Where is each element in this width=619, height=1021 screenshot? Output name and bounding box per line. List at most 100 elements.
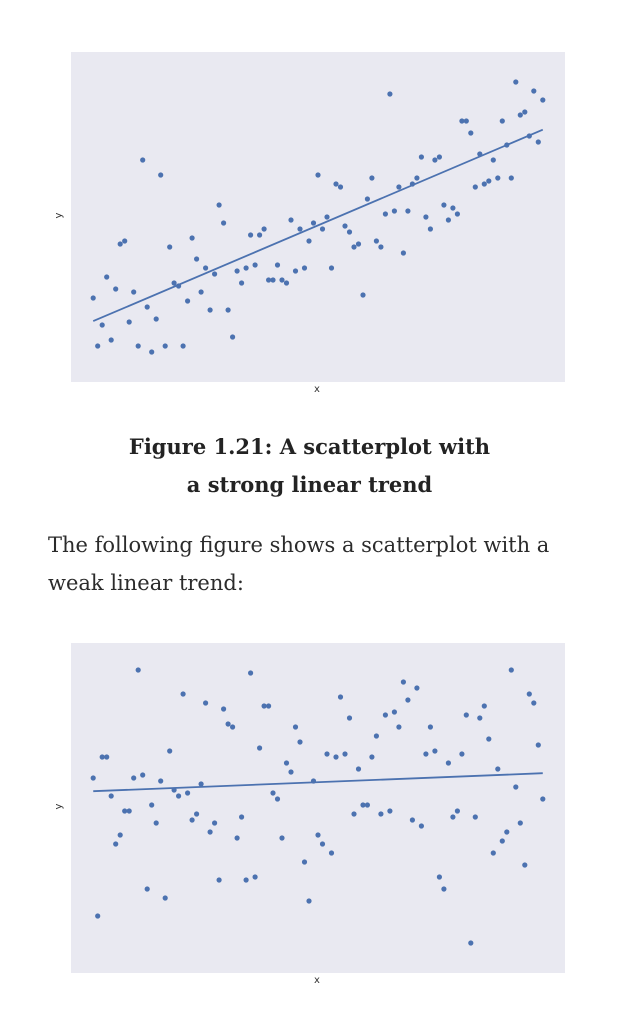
scatter-point — [459, 118, 465, 124]
scatter-point — [162, 343, 168, 349]
scatter-point — [490, 157, 496, 163]
scatter-point — [135, 343, 141, 349]
scatter-point — [283, 760, 290, 766]
data-points — [90, 79, 546, 355]
scatter-point — [90, 295, 96, 301]
scatter-point — [342, 751, 348, 757]
scatter-point — [126, 808, 132, 814]
scatter-point — [283, 280, 290, 286]
scatter-point — [495, 175, 501, 181]
scatter-point — [382, 211, 388, 217]
scatter-point — [409, 817, 415, 823]
scatter-point — [234, 835, 240, 841]
scatter-point — [297, 739, 303, 745]
scatter-point — [495, 766, 501, 772]
scatter-point — [207, 829, 213, 835]
scatter-point — [270, 790, 276, 796]
scatter-point — [351, 811, 357, 817]
scatter-point — [387, 808, 393, 814]
scatter-point — [189, 235, 195, 241]
scatter-point — [131, 289, 137, 295]
scatter-point — [369, 754, 375, 760]
scatter-point — [310, 220, 317, 226]
scatter-point — [508, 175, 514, 181]
scatter-point — [396, 724, 402, 730]
scatter-point — [167, 748, 173, 754]
scatter-point — [526, 691, 532, 697]
scatter-point — [234, 268, 240, 274]
scatter-point — [239, 814, 245, 820]
scatter-point — [391, 709, 397, 715]
scatter-point — [248, 670, 254, 676]
scatter-point — [378, 811, 384, 817]
scatter-point — [180, 691, 186, 697]
scatter-point — [454, 808, 460, 814]
scatter-point — [481, 181, 487, 187]
scatter-point — [360, 802, 366, 808]
scatter-point — [427, 724, 433, 730]
scatter-point — [90, 775, 96, 781]
scatter-point — [382, 712, 388, 718]
scatter-point — [477, 715, 483, 721]
scatter-point — [171, 787, 177, 793]
trend-line — [93, 772, 543, 793]
scatter-point — [328, 850, 335, 856]
y-axis-label: y — [53, 803, 65, 810]
scatter-point — [306, 238, 312, 244]
scatter-point — [203, 700, 209, 706]
scatter-point — [540, 796, 546, 802]
trend-line — [92, 128, 544, 322]
scatter-point — [203, 265, 209, 271]
scatter-point — [508, 667, 514, 673]
scatter-point — [185, 790, 191, 796]
scatter-point — [526, 133, 532, 139]
scatter-point — [459, 751, 465, 757]
scatter-point — [364, 196, 370, 202]
scatter-point — [522, 862, 528, 868]
scatter-point — [405, 697, 411, 703]
scatter-point — [423, 214, 429, 220]
scatter-point — [418, 823, 424, 829]
scatter-point — [279, 835, 285, 841]
scatter-point — [324, 751, 330, 757]
scatter-point — [95, 913, 101, 919]
scatter-point — [513, 79, 519, 85]
scatter-point — [319, 226, 326, 232]
caption-line-1: Figure 1.21: A scatterplot with — [128, 434, 491, 459]
scatter-point — [149, 349, 155, 355]
scatter-point — [279, 277, 285, 283]
x-axis-label: x — [314, 975, 320, 986]
scatter-point — [288, 217, 294, 223]
scatter-point — [490, 850, 496, 856]
scatter-point — [180, 343, 186, 349]
scatter-point — [292, 268, 299, 274]
scatter-point — [274, 796, 281, 802]
scatter-point — [504, 829, 510, 835]
scatter-point — [216, 202, 222, 208]
scatter-point — [400, 679, 406, 685]
scatter-point — [171, 280, 177, 286]
paragraph-line-2: weak linear trend: — [48, 571, 244, 595]
scatter-point — [319, 841, 326, 847]
scatter-point — [104, 754, 110, 760]
scatter-point — [149, 802, 155, 808]
scatter-point — [230, 724, 236, 730]
scatter-point — [212, 271, 218, 277]
scatter-point — [158, 778, 164, 784]
x-axis-label: x — [314, 384, 320, 395]
scatter-point — [221, 220, 227, 226]
scatter-point — [189, 817, 195, 823]
scatter-point — [378, 244, 384, 250]
plot-background — [71, 52, 565, 382]
scatter-point — [113, 286, 119, 292]
strong-trend-chart: y x — [0, 42, 619, 407]
scatter-point — [346, 229, 353, 235]
scatter-point — [360, 292, 366, 298]
scatter-point — [324, 214, 330, 220]
scatter-point — [342, 223, 348, 229]
body-paragraph: The following figure shows a scatterplot… — [48, 526, 588, 602]
scatter-point — [117, 832, 123, 838]
scatter-point — [405, 208, 411, 214]
scatter-point — [122, 238, 128, 244]
scatter-point — [486, 736, 492, 742]
